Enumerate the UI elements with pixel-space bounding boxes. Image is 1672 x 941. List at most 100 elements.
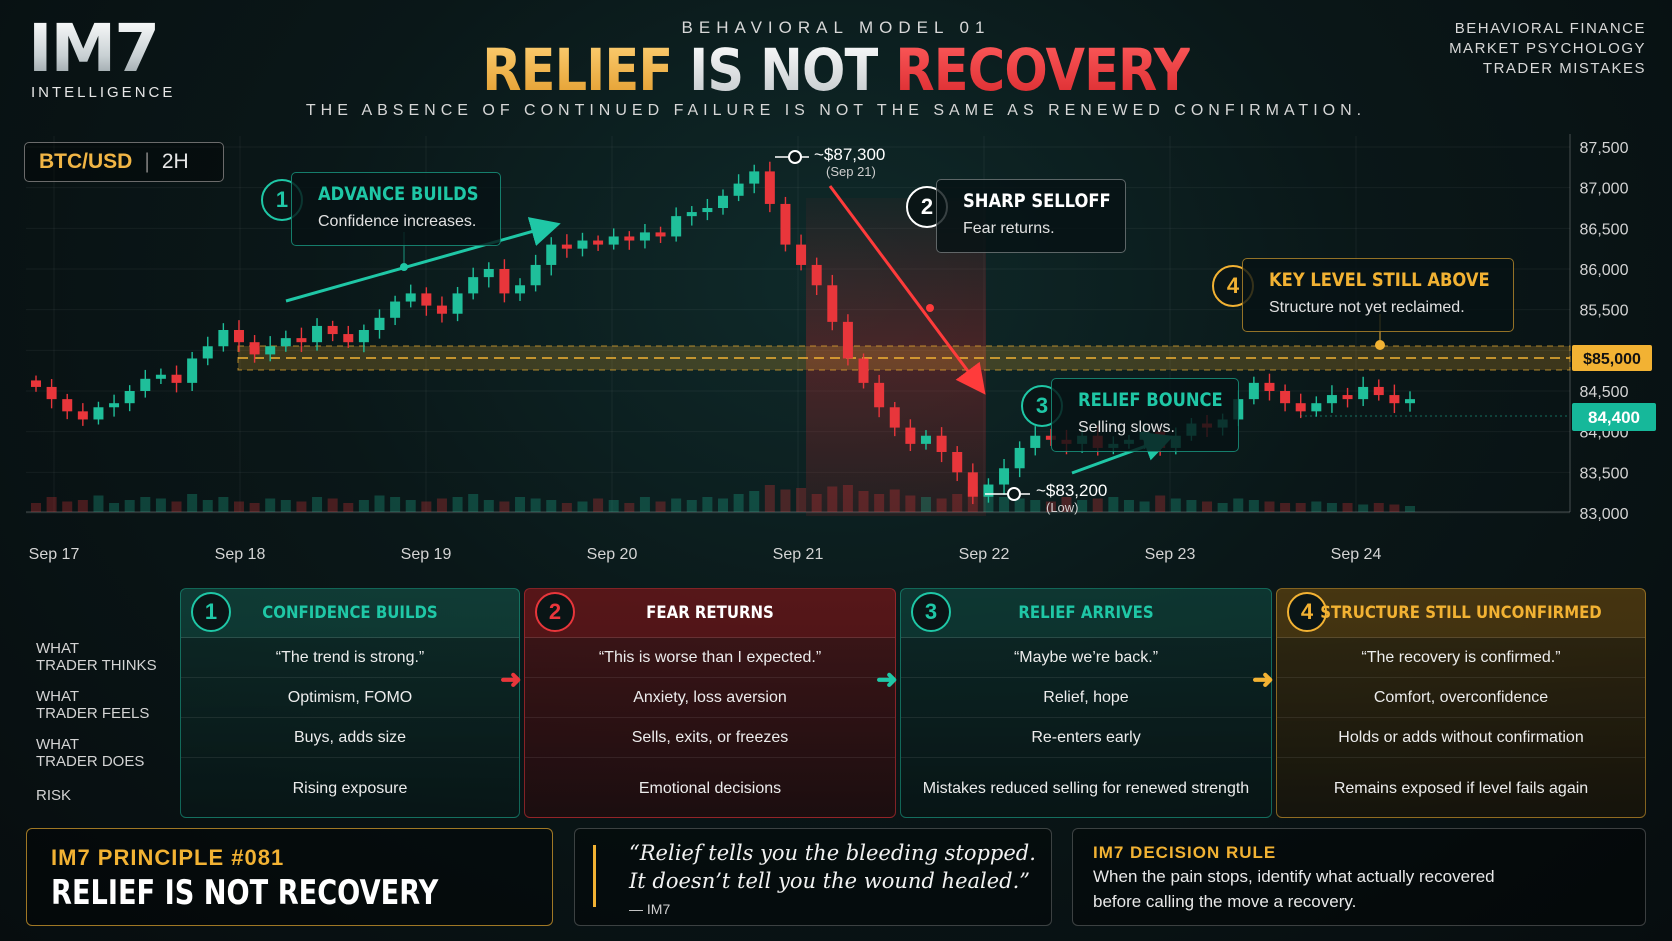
- y-tick-label: 86,000: [1580, 262, 1629, 279]
- candle: [468, 277, 479, 294]
- symbol-selector[interactable]: BTC/USD | 2H: [24, 142, 224, 182]
- x-tick-label: Sep 21: [773, 546, 824, 563]
- volume-bar: [1264, 501, 1275, 512]
- principle-label: IM7 PRINCIPLE #081: [51, 845, 285, 870]
- pair-label: BTC/USD: [39, 150, 133, 173]
- current-price-tag-label: 84,400: [1588, 408, 1640, 427]
- volume-bar: [405, 500, 416, 512]
- candle: [1045, 435, 1056, 440]
- volume-bars: [31, 485, 1415, 512]
- candle: [31, 380, 41, 387]
- candle: [671, 216, 682, 237]
- high-marker: [788, 150, 802, 164]
- volume-bar: [686, 500, 697, 512]
- volume-bar: [1123, 500, 1134, 512]
- candle: [811, 264, 822, 286]
- quote-card: “Relief tells you the bleeding stopped. …: [574, 828, 1052, 926]
- decision-rule-card: IM7 DECISION RULE When the pain stops, i…: [1072, 828, 1646, 926]
- candle: [999, 468, 1010, 485]
- candle: [733, 183, 744, 196]
- volume-bar: [1358, 504, 1369, 512]
- stage-badge: 4: [1287, 592, 1327, 632]
- high-label: ~$87,300: [814, 145, 885, 164]
- candle: [718, 195, 728, 208]
- callout-title: ADVANCE BUILDS: [318, 183, 479, 205]
- candle: [624, 236, 635, 241]
- volume-bar: [1373, 503, 1384, 512]
- callout-title: SHARP SELLOFF: [963, 190, 1111, 212]
- candle: [1405, 399, 1415, 404]
- header-tag: BEHAVIORAL FINANCE: [1454, 20, 1646, 37]
- principle-title: RELIEF IS NOT RECOVERY: [51, 873, 439, 913]
- candle: [842, 321, 853, 359]
- volume-bar: [171, 501, 182, 512]
- tagline: THE ABSENCE OF CONTINUED FAILURE IS NOT …: [305, 102, 1367, 119]
- candle: [499, 269, 510, 294]
- candle: [515, 285, 526, 294]
- cell-risk: Emotional decisions: [638, 780, 782, 797]
- y-tick-label: 87,000: [1580, 181, 1629, 198]
- volume-bar: [280, 500, 291, 512]
- volume-bar: [842, 485, 853, 512]
- volume-bar: [202, 500, 213, 512]
- candle: [124, 391, 135, 404]
- volume-bar: [218, 497, 229, 512]
- callout-key-level: KEY LEVEL STILL ABOVE Structure not yet …: [1242, 258, 1514, 332]
- timeframe-label: 2H: [161, 150, 189, 173]
- candle: [405, 293, 416, 302]
- volume-bar: [390, 497, 401, 512]
- volume-bar: [124, 500, 135, 512]
- quote-line-1: “Relief tells you the bleeding stopped.: [629, 841, 1036, 865]
- volume-bar: [1280, 503, 1291, 512]
- volume-bar: [1217, 503, 1228, 512]
- y-tick-label: 86,500: [1580, 221, 1629, 238]
- volume-bar: [327, 498, 338, 512]
- candle: [1280, 391, 1291, 404]
- stage-header: 2 FEAR RETURNS: [525, 589, 895, 638]
- candle: [202, 346, 213, 359]
- candle: [218, 330, 229, 347]
- current-price-tag: [1572, 403, 1656, 431]
- candle: [936, 435, 947, 452]
- volume-bar: [764, 485, 775, 512]
- cell-thinks: “Maybe we’re back.”: [901, 638, 1271, 678]
- volume-bar: [874, 494, 885, 512]
- stage-arrow-icon: ➜: [1252, 664, 1274, 694]
- candle: [1342, 395, 1353, 400]
- x-tick-label: Sep 23: [1145, 546, 1196, 563]
- candle: [171, 374, 182, 383]
- candle: [749, 171, 760, 184]
- callout-title: RELIEF BOUNCE: [1078, 389, 1223, 411]
- key-level-tag-label: $85,000: [1583, 351, 1641, 368]
- candle: [46, 386, 57, 400]
- advance-arrow-dot: [400, 263, 408, 271]
- volume-bar: [1311, 501, 1322, 512]
- header-tag: MARKET PSYCHOLOGY: [1449, 40, 1646, 57]
- candle: [155, 374, 166, 379]
- x-tick-label: Sep 17: [29, 546, 80, 563]
- candle: [421, 293, 432, 306]
- candle: [280, 338, 291, 347]
- candle: [686, 212, 697, 217]
- candle: [983, 484, 994, 497]
- volume-bar: [140, 497, 151, 512]
- key-level-tag: [1572, 345, 1652, 371]
- stage-title: FEAR RETURNS: [646, 603, 774, 623]
- candle: [390, 301, 401, 318]
- y-tick-label: 84,500: [1580, 384, 1629, 401]
- candle: [62, 399, 73, 412]
- candle: [93, 407, 104, 420]
- volume-bar: [155, 498, 166, 512]
- candle: [140, 378, 151, 391]
- candle: [327, 325, 338, 335]
- stage-header: 3 RELIEF ARRIVES: [901, 589, 1271, 638]
- volume-bar: [718, 498, 728, 512]
- volume-bar: [109, 503, 120, 512]
- stage-header: 1 CONFIDENCE BUILDS: [181, 589, 519, 638]
- volume-bar: [515, 497, 526, 512]
- cell-does: Buys, adds size: [181, 718, 519, 758]
- volume-bar: [1233, 498, 1244, 512]
- headline-word-recovery: RECOVERY: [895, 36, 1190, 104]
- stage-badge: 2: [535, 592, 575, 632]
- volume-bar: [343, 503, 354, 512]
